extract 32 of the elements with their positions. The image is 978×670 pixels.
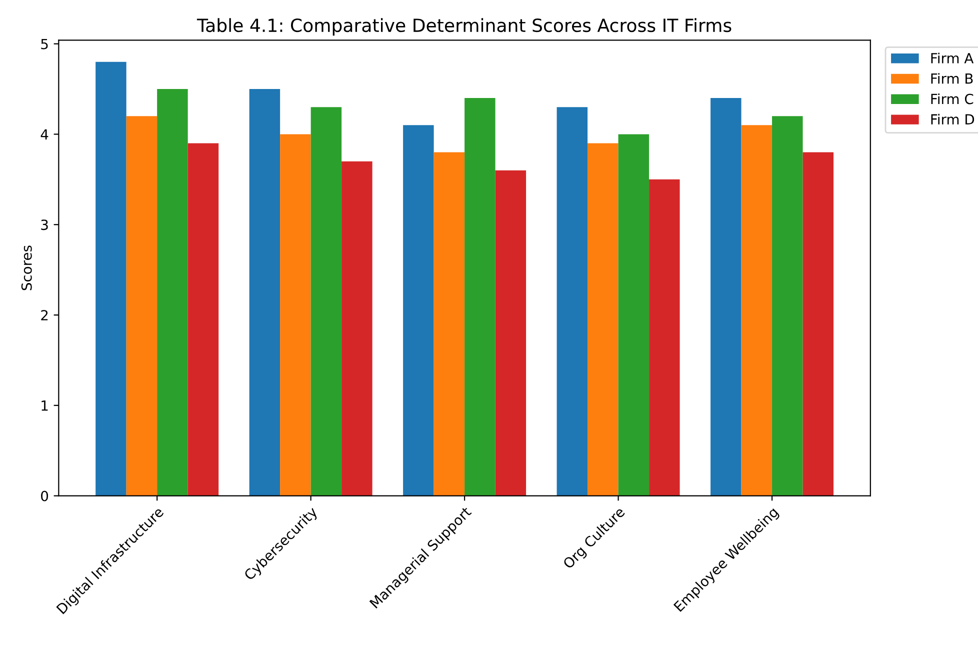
bar (741, 125, 772, 496)
bar (126, 116, 158, 496)
y-tick-label: 1 (42, 400, 48, 411)
bar (249, 89, 280, 496)
bar (96, 62, 126, 496)
legend-label: Firm B (931, 73, 973, 84)
y-axis-title: Scores (21, 246, 32, 290)
bar (157, 89, 188, 496)
bar (618, 134, 650, 496)
bar (434, 152, 465, 496)
y-tick-label: 0 (41, 490, 48, 502)
y-tick-label: 4 (40, 129, 48, 140)
bar (588, 143, 618, 496)
bar (802, 152, 834, 496)
bar (464, 98, 496, 496)
bar (188, 143, 219, 496)
bar (403, 125, 434, 496)
y-tick-label: 2 (41, 310, 48, 320)
legend-label: Firm A (931, 52, 974, 64)
bar (710, 98, 742, 496)
bar (556, 107, 588, 496)
legend-label: Firm D (931, 114, 974, 124)
bar (280, 134, 311, 496)
legend-label: Firm C (931, 93, 974, 104)
chart-title: Table 4.1: Comparative Determinant Scores Across IT Firms (196, 18, 732, 36)
bar (649, 179, 680, 496)
bar (772, 116, 803, 496)
y-tick-label: 5 (41, 38, 48, 50)
bar (342, 161, 372, 496)
y-tick-label: 3 (41, 220, 48, 230)
bar (495, 170, 526, 496)
bar (310, 107, 342, 496)
